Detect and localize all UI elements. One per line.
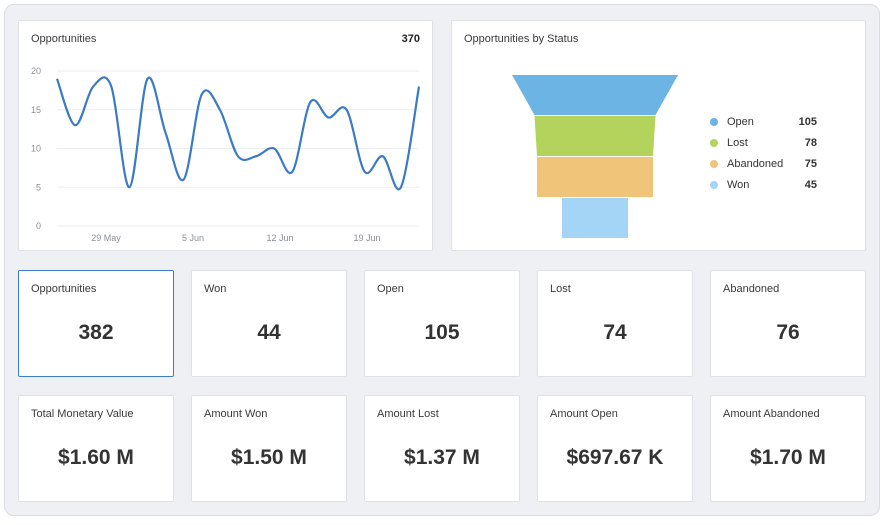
legend-item-abandoned[interactable]: Abandoned 75 xyxy=(710,153,817,174)
legend-value: 78 xyxy=(804,136,817,149)
legend-label: Lost xyxy=(727,136,748,149)
metric-label: Amount Open xyxy=(550,408,618,420)
legend-item-open[interactable]: Open 105 xyxy=(710,111,817,132)
legend-dot-icon xyxy=(710,159,718,168)
metric-label: Amount Abandoned xyxy=(723,408,820,420)
status-funnel-card[interactable]: Opportunities by Status Open 105 Lost 78 Aba… xyxy=(451,20,866,251)
metric-label: Amount Won xyxy=(204,408,268,420)
dashboard-frame: Opportunities 370 0 5 10 15 20 29 May 5 Jun 12 … xyxy=(4,4,880,516)
metric-value: 44 xyxy=(257,321,281,344)
opportunities-line-chart: 0 5 10 15 20 29 May 5 Jun 12 Jun 19 Jun xyxy=(31,66,421,243)
legend-dot-icon xyxy=(710,138,718,147)
metric-value: 74 xyxy=(603,321,627,344)
status-funnel-chart xyxy=(512,75,678,238)
metric-value: $1.60 M xyxy=(58,446,134,469)
legend-value: 75 xyxy=(804,157,817,170)
amount-card-amount-open[interactable]: Amount Open $697.67 K xyxy=(537,395,693,502)
metric-value: 382 xyxy=(78,321,114,344)
count-card-won[interactable]: Won 44 xyxy=(191,270,347,377)
funnel-card-title: Opportunities by Status xyxy=(464,33,579,45)
metric-label: Abandoned xyxy=(723,283,780,295)
funnel-segment-open[interactable] xyxy=(512,75,678,115)
count-card-abandoned[interactable]: Abandoned 76 xyxy=(710,270,866,377)
amount-card-total-monetary-value[interactable]: Total Monetary Value $1.60 M xyxy=(18,395,174,502)
legend-dot-icon xyxy=(710,117,718,126)
metric-label: Won xyxy=(204,283,227,295)
count-card-lost[interactable]: Lost 74 xyxy=(537,270,693,377)
metric-label: Total Monetary Value xyxy=(31,408,134,420)
metric-label: Opportunities xyxy=(31,283,97,295)
funnel-segment-abandoned[interactable] xyxy=(537,157,653,197)
legend-dot-icon xyxy=(710,180,718,189)
metric-label: Open xyxy=(377,283,404,295)
amount-card-amount-lost[interactable]: Amount Lost $1.37 M xyxy=(364,395,520,502)
y-tick-label: 5 xyxy=(36,182,41,192)
metric-value: $1.70 M xyxy=(750,446,826,469)
y-tick-label: 0 xyxy=(36,221,41,231)
x-tick-label: 19 Jun xyxy=(353,233,380,243)
line-card-total: 370 xyxy=(401,33,420,45)
legend-value: 105 xyxy=(798,115,817,128)
opportunities-line-card[interactable]: Opportunities 370 0 5 10 15 20 29 May 5 Jun 12 … xyxy=(18,20,433,251)
y-tick-label: 10 xyxy=(31,144,41,154)
y-tick-label: 15 xyxy=(31,105,41,115)
funnel-segment-won[interactable] xyxy=(562,198,628,238)
legend-label: Won xyxy=(727,178,750,191)
funnel-legend: Open 105 Lost 78 Abandoned 75 Won 45 xyxy=(710,111,817,195)
x-tick-label: 12 Jun xyxy=(266,233,293,243)
x-tick-label: 29 May xyxy=(91,233,121,243)
metric-value: 105 xyxy=(424,321,460,344)
metric-value: $1.37 M xyxy=(404,446,480,469)
legend-value: 45 xyxy=(804,178,817,191)
x-tick-label: 5 Jun xyxy=(182,233,204,243)
metric-value: $697.67 K xyxy=(566,446,664,469)
series-line xyxy=(55,76,421,191)
legend-item-lost[interactable]: Lost 78 xyxy=(710,132,817,153)
y-tick-label: 20 xyxy=(31,66,41,76)
line-card-title: Opportunities xyxy=(31,33,97,45)
metric-value: $1.50 M xyxy=(231,446,307,469)
count-card-opportunities[interactable]: Opportunities 382 xyxy=(18,270,174,377)
count-card-open[interactable]: Open 105 xyxy=(364,270,520,377)
legend-item-won[interactable]: Won 45 xyxy=(710,174,817,195)
metric-label: Amount Lost xyxy=(377,408,439,420)
funnel-segment-lost[interactable] xyxy=(534,116,656,156)
amount-card-amount-won[interactable]: Amount Won $1.50 M xyxy=(191,395,347,502)
metric-label: Lost xyxy=(550,283,571,295)
legend-label: Abandoned xyxy=(727,157,784,170)
legend-label: Open xyxy=(727,115,754,128)
metric-value: 76 xyxy=(776,321,800,344)
amount-card-amount-abandoned[interactable]: Amount Abandoned $1.70 M xyxy=(710,395,866,502)
